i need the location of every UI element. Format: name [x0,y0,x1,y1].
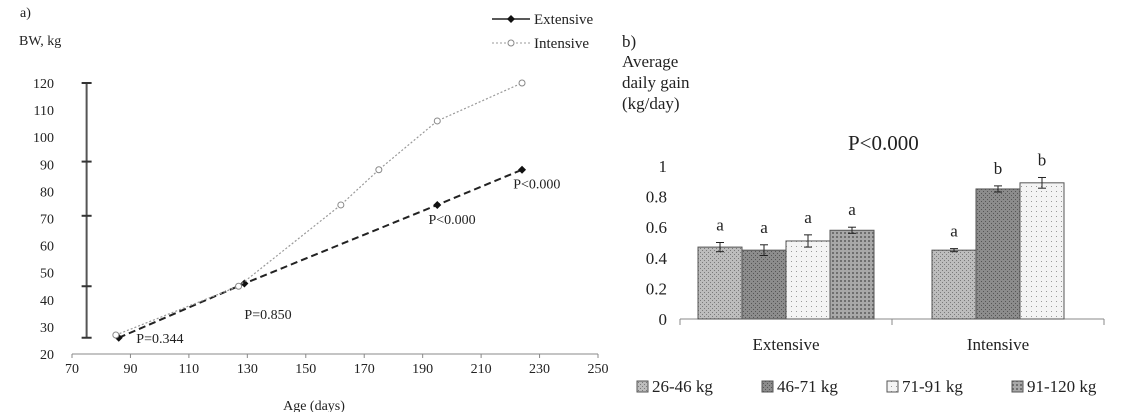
legend-swatch-26-46 kg [636,380,649,393]
panel-b-y-tick-label: 1 [659,157,668,176]
panel-a-y-tick-label: 80 [40,185,54,200]
panel-a-p-value-annotation: P<0.000 [513,178,560,193]
bar-intensive-26-46 kg [931,249,977,320]
legend-label-71-91 kg: 71-91 kg [902,377,963,396]
legend-label-26-46 kg: 26-46 kg [652,377,713,396]
significance-letter: a [848,200,856,219]
data-point-intensive [518,79,526,87]
legend-label-46-71 kg: 46-71 kg [777,377,838,396]
panel-a-x-tick-label: 170 [354,362,375,377]
panel-b-y-label-line2: daily gain [622,73,690,92]
bar-extensive-91-120 kg [829,229,875,320]
panel-b-p-value: P<0.000 [848,131,919,155]
panel-a-x-tick-label: 130 [237,362,258,377]
panel-b-y-tick-label: 0 [659,310,668,329]
panel-a-p-value-annotation: P=0.850 [244,308,291,323]
series-line-intensive [115,82,523,336]
significance-letter: a [716,216,724,235]
panel-a-y-tick-label: 30 [40,321,54,336]
panel-a-x-tick-label: 90 [123,362,137,377]
data-point-extensive [240,279,249,288]
panel-a-x-tick-label: 150 [295,362,316,377]
legend-marker-intensive [507,39,515,47]
panel-b-y-label-line3: (kg/day) [622,94,680,113]
significance-letter: a [804,208,812,227]
panel-a-x-tick-label: 210 [471,362,492,377]
panel-b-category-label: Extensive [752,335,819,354]
panel-a-y-tick-label: 20 [40,348,54,363]
panel-b-y-label-line1: Average [622,52,678,71]
significance-letter: b [1038,150,1047,169]
panel-a-y-tick-label: 70 [40,213,54,228]
panel-a-y-tick-label: 100 [33,131,54,146]
legend-marker-extensive [507,15,515,23]
data-point-intensive [433,117,441,125]
legend-swatch-71-91 kg [886,380,899,393]
data-point-intensive [112,331,120,339]
bar-intensive-71-91 kg [1019,182,1065,320]
data-point-intensive [375,166,383,174]
panel-a-x-tick-label: 110 [179,362,199,377]
panel-a-x-tick-label: 70 [65,362,79,377]
panel-a-y-tick-label: 50 [40,267,54,282]
panel-b-y-tick-label: 0.4 [646,249,668,268]
significance-letter: a [950,222,958,241]
panel-b-y-tick-label: 0.6 [646,218,667,237]
panel-b-y-tick-label: 0.8 [646,188,667,207]
data-point-extensive [518,165,527,174]
panel-a-x-tick-label: 190 [412,362,433,377]
data-point-intensive [235,282,243,290]
panel-a-y-tick-label: 120 [33,77,54,92]
bar-intensive-46-71 kg [975,188,1021,320]
significance-letter: b [994,159,1003,178]
panel-a-line-chart: a) BW, kg Age (days) 70 90 110 130 150 170 190… [19,6,609,412]
panel-a-x-axis-label: Age (days) [283,399,345,412]
bar-extensive-71-91 kg [785,240,831,320]
panel-a-y-tick-label: 110 [34,104,54,119]
panel-b-category-label: Intensive [967,335,1029,354]
series-line-extensive [118,168,523,339]
bar-extensive-26-46 kg [697,246,743,320]
panel-b-y-tick-label: 0.2 [646,279,667,298]
significance-letter: a [760,218,768,237]
bar-extensive-46-71 kg [741,249,787,320]
panel-a-x-tick-label: 250 [588,362,609,377]
data-point-intensive [337,201,345,209]
panel-a-y-tick-label: 60 [40,240,54,255]
panel-a-y-tick-label: 90 [40,158,54,173]
legend-label-91-120 kg: 91-120 kg [1027,377,1097,396]
data-point-extensive [433,200,442,209]
panel-a-x-tick-label: 230 [529,362,550,377]
legend-label-intensive: Intensive [534,36,589,52]
panel-a-y-axis-label: BW, kg [19,34,61,49]
panel-b-bar-chart: b) Average daily gain (kg/day) P<0.000 0… [622,32,1105,396]
legend-swatch-91-120 kg [1011,380,1024,393]
panel-a-p-value-annotation: P<0.000 [429,213,476,228]
panel-a-y-tick-label: 40 [40,294,54,309]
panel-a-label: a) [20,6,31,21]
legend-label-extensive: Extensive [534,12,593,28]
panel-b-label: b) [622,32,636,51]
legend-swatch-46-71 kg [761,380,774,393]
panel-a-p-value-annotation: P=0.344 [136,332,183,347]
